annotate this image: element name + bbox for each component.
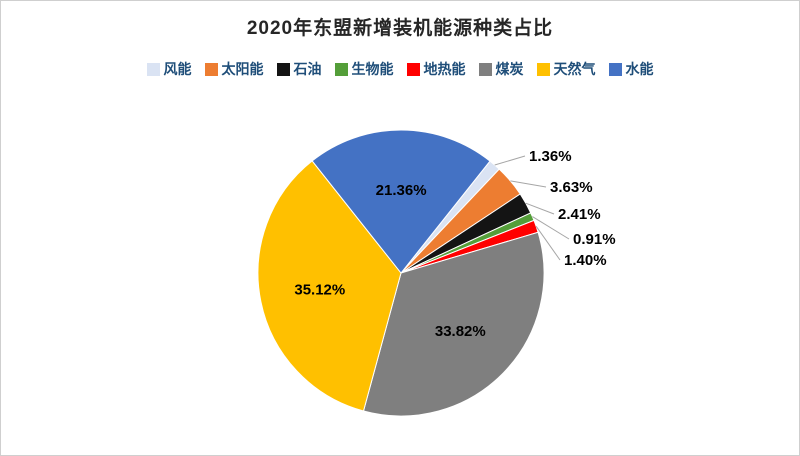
legend-label: 太阳能	[221, 61, 264, 77]
pie-value-label: 21.36%	[376, 182, 427, 199]
label-leader-line	[510, 180, 547, 188]
legend-swatch-icon	[608, 62, 622, 76]
pie-value-label: 35.12%	[294, 282, 345, 299]
legend-label: 风能	[163, 61, 192, 77]
pie-slice-水能	[311, 129, 491, 274]
pie-slice-煤炭	[362, 231, 545, 417]
legend-swatch-icon	[334, 62, 348, 76]
legend: 风能 太阳能 石油 生物能 地热能 煤炭 天然气 水能	[1, 59, 799, 79]
legend-item-3: 生物能	[334, 59, 394, 79]
legend-swatch-icon	[406, 62, 420, 76]
pie-value-label: 1.36%	[529, 148, 572, 165]
legend-label: 生物能	[351, 61, 394, 77]
legend-swatch-icon	[478, 62, 492, 76]
legend-item-7: 水能	[608, 59, 654, 79]
legend-item-0: 风能	[146, 59, 192, 79]
pie-value-label: 0.91%	[573, 231, 616, 248]
pie-value-label: 3.63%	[550, 179, 593, 196]
label-leader-line	[525, 202, 555, 215]
label-leader-line	[532, 216, 570, 240]
pie-value-label: 33.82%	[435, 323, 486, 340]
legend-label: 地热能	[423, 61, 466, 77]
legend-item-6: 天然气	[536, 59, 596, 79]
legend-item-4: 地热能	[406, 59, 466, 79]
pie-value-label: 2.41%	[558, 206, 601, 223]
chart-title: 2020年东盟新增装机能源种类占比	[246, 18, 554, 39]
legend-item-2: 石油	[276, 59, 322, 79]
label-leader-line	[494, 155, 526, 166]
pie-value-label: 1.40%	[564, 252, 607, 269]
legend-swatch-icon	[536, 62, 550, 76]
legend-label: 石油	[293, 61, 322, 77]
legend-item-1: 太阳能	[204, 59, 264, 79]
pie-slice-天然气	[257, 160, 402, 412]
legend-label: 天然气	[553, 61, 596, 77]
legend-swatch-icon	[146, 62, 160, 76]
legend-swatch-icon	[204, 62, 218, 76]
legend-label: 水能	[625, 61, 654, 77]
legend-label: 煤炭	[495, 61, 524, 77]
label-leader-line	[535, 226, 561, 261]
legend-swatch-icon	[276, 62, 290, 76]
legend-item-5: 煤炭	[478, 59, 524, 79]
